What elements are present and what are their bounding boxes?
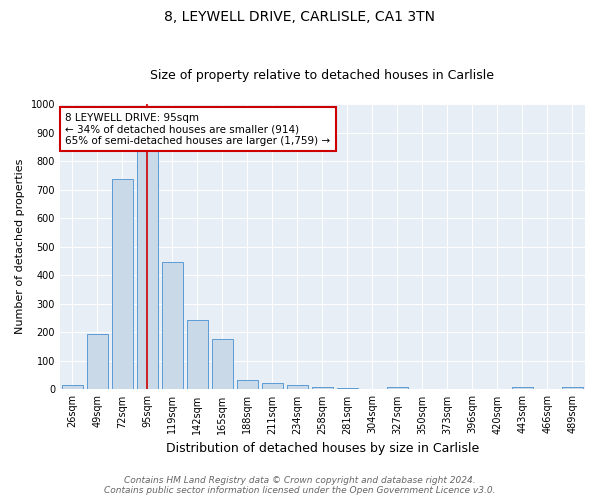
Bar [212, 338, 233, 390]
Text: 8 LEYWELL DRIVE: 95sqm
← 34% of detached houses are smaller (914)
65% of semi-de: 8 LEYWELL DRIVE: 95sqm ← 34% of detached… [65, 112, 330, 146]
Bar [62, 386, 83, 390]
Title: Size of property relative to detached houses in Carlisle: Size of property relative to detached ho… [151, 69, 494, 82]
Bar [262, 384, 283, 390]
Text: Contains HM Land Registry data © Crown copyright and database right 2024.
Contai: Contains HM Land Registry data © Crown c… [104, 476, 496, 495]
Text: 8, LEYWELL DRIVE, CARLISLE, CA1 3TN: 8, LEYWELL DRIVE, CARLISLE, CA1 3TN [164, 10, 436, 24]
Bar [87, 334, 108, 390]
Bar [387, 387, 408, 390]
Bar [187, 320, 208, 390]
Bar [562, 387, 583, 390]
Bar [287, 385, 308, 390]
Bar [162, 262, 183, 390]
Bar [112, 179, 133, 390]
Y-axis label: Number of detached properties: Number of detached properties [15, 159, 25, 334]
Bar [337, 388, 358, 390]
X-axis label: Distribution of detached houses by size in Carlisle: Distribution of detached houses by size … [166, 442, 479, 455]
Bar [137, 151, 158, 390]
Bar [237, 380, 258, 390]
Bar [512, 387, 533, 390]
Bar [312, 386, 333, 390]
